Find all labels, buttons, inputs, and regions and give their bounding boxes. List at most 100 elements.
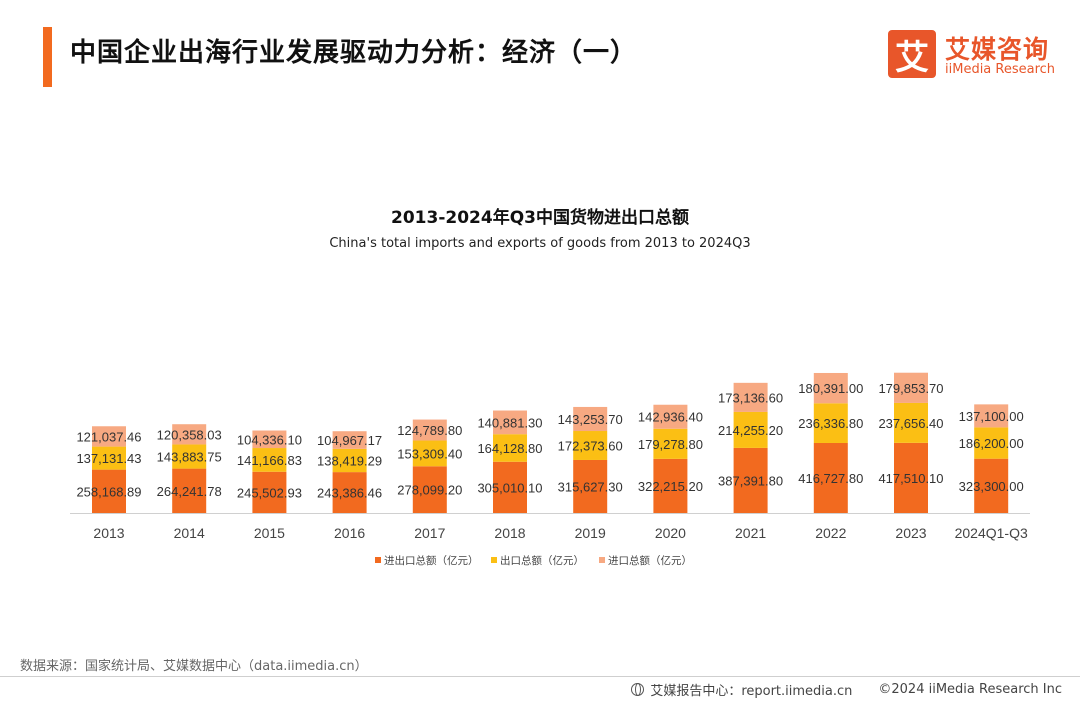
footer-divider [0,676,1080,677]
x-tick-label: 2020 [655,525,686,541]
legend-swatch [375,557,381,563]
logo-name-en: iiMedia Research [945,62,1056,77]
bar-segment-1 [252,471,287,513]
data-label: 236,336.80 [798,416,863,431]
x-tick-label: 2014 [174,525,205,541]
x-tick-label: 2022 [815,525,846,541]
data-label: 416,727.80 [798,471,863,486]
brand-logo: 艾 艾媒咨询 iiMedia Research [888,30,1068,82]
globe-icon [631,683,645,696]
data-label: 104,336.10 [237,432,302,447]
legend-label: 进口总额（亿元） [608,554,692,567]
bar-segment-1 [172,468,207,513]
legend-swatch [491,557,497,563]
x-tick-label: 2016 [334,525,365,541]
bar-segment-2 [733,411,768,448]
bar-segment-1 [92,469,126,513]
data-label: 140,881.30 [477,415,542,430]
report-center-link[interactable]: 艾媒报告中心：report.iimedia.cn [650,684,853,699]
bar-segment-2 [573,431,608,460]
data-label: 322,215.20 [638,479,703,494]
x-tick-label: 2019 [575,525,606,541]
bar-segment-3 [412,419,447,441]
x-tick-label: 2021 [735,525,766,541]
bar-segment-1 [974,458,1009,513]
bar-segment-1 [493,461,527,513]
data-label: 138,419.29 [317,453,382,468]
data-label: 124,789.80 [397,423,462,438]
bar-segment-1 [894,442,928,513]
bar-segment-3 [252,430,287,449]
bar-segment-1 [573,459,608,513]
bar-segment-3 [332,431,367,449]
bar-segment-3 [573,406,608,432]
x-tick-label: 2023 [895,525,926,541]
bar-segment-1 [813,442,848,513]
data-label: 179,278.80 [638,437,703,452]
data-label: 387,391.80 [718,473,783,488]
bar-segment-1 [332,472,367,513]
chart-subtitle: China's total imports and exports of goo… [329,236,751,251]
data-label: 180,391.00 [798,381,863,396]
data-label: 278,099.20 [397,483,462,498]
bar-segment-3 [493,410,527,435]
data-source-note: 数据来源：国家统计局、艾媒数据中心（data.iimedia.cn） [20,659,368,674]
bar-segment-2 [493,434,527,462]
footer: 艾媒报告中心：report.iimedia.cn ©2024 iiMedia R… [631,680,1062,699]
legend-swatch [599,557,605,563]
bar-segment-3 [974,404,1009,428]
bar-segment-3 [172,424,207,445]
data-label: 137,100.00 [959,409,1024,424]
logo-name-cn: 艾媒咨询 [945,35,1050,64]
x-tick-label: 2015 [254,525,285,541]
stacked-bar-chart: 258,168.89 137,131.43 121,037.46 2013 264,24… [70,372,1030,567]
title-accent-bar [43,27,52,87]
data-label: 305,010.10 [477,480,542,495]
bar-segment-3 [92,426,126,447]
data-label: 120,358.03 [157,427,222,442]
data-label: 137,131.43 [76,451,141,466]
data-label: 121,037.46 [76,429,141,444]
bar-segment-2 [894,402,928,443]
data-label: 141,166.83 [237,453,302,468]
data-label: 172,373.60 [558,438,623,453]
data-label: 104,967.17 [317,433,382,448]
bar-segment-3 [894,372,928,403]
data-label: 142,936.40 [638,410,703,425]
data-label: 237,656.40 [878,416,943,431]
bar-segment-2 [172,444,207,469]
data-label: 153,309.40 [397,446,462,461]
page-title: 中国企业出海行业发展驱动力分析：经济（一） [70,38,638,68]
data-label: 258,168.89 [76,484,141,499]
chart-title: 2013-2024年Q3中国货物进出口总额 [391,208,689,228]
bar-segment-3 [813,372,848,404]
x-tick-label: 2017 [414,525,445,541]
bar-segment-2 [332,448,367,473]
data-label: 143,253.70 [558,412,623,427]
data-label: 186,200.00 [959,436,1024,451]
data-label: 164,128.80 [477,441,542,456]
bar-segment-1 [653,458,688,513]
bar-segment-2 [813,403,848,443]
data-label: 264,241.78 [157,484,222,499]
data-label: 214,255.20 [718,423,783,438]
data-label: 179,853.70 [878,381,943,396]
legend-label: 进出口总额（亿元） [384,554,479,567]
bar-segment-2 [412,440,447,467]
bar-segment-2 [252,448,287,472]
data-label: 173,136.60 [718,390,783,405]
x-tick-label: 2024Q1-Q3 [955,525,1028,541]
logo-mark-icon: 艾 [888,30,936,78]
x-tick-label: 2018 [494,525,525,541]
data-label: 315,627.30 [558,479,623,494]
bar-segment-1 [733,447,768,513]
bar-segment-1 [412,466,447,513]
data-label: 243,386.46 [317,486,382,501]
data-label: 143,883.75 [157,450,222,465]
bar-segment-2 [92,446,126,470]
legend-label: 出口总额（亿元） [500,554,584,567]
x-tick-label: 2013 [93,525,124,541]
data-label: 417,510.10 [878,471,943,486]
copyright-text: ©2024 iiMedia Research Inc [878,682,1062,697]
bar-segment-2 [974,427,1009,459]
